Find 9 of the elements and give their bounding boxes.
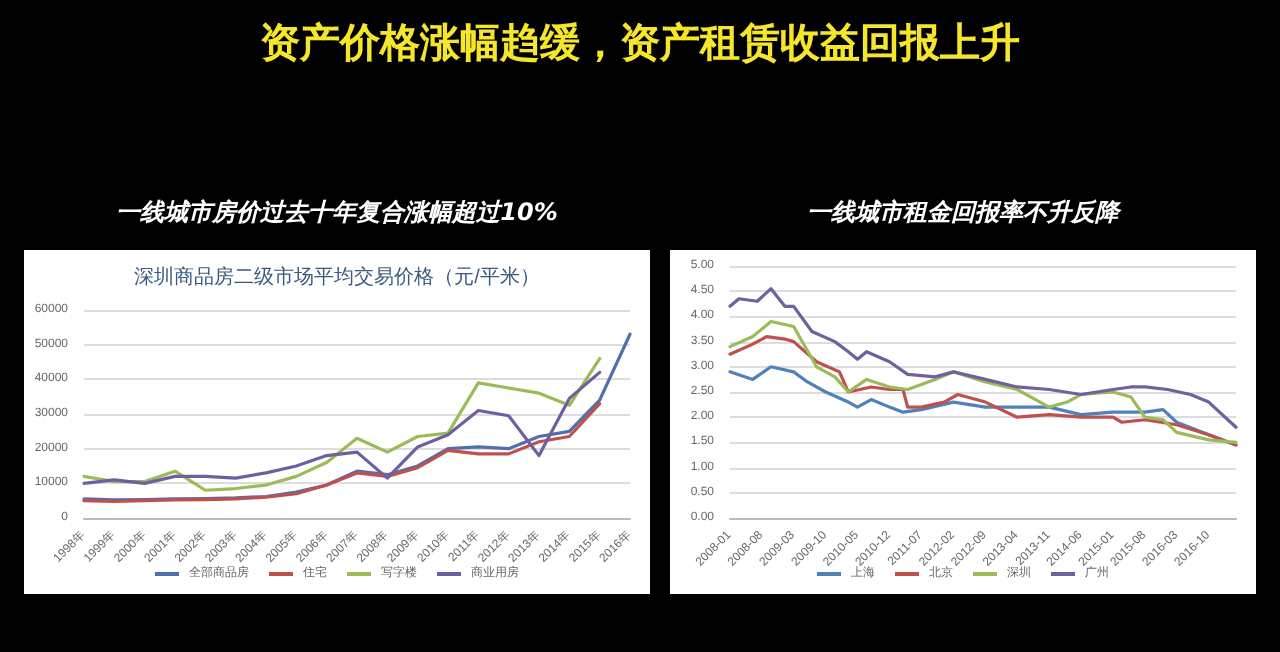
line-series <box>82 356 602 492</box>
text: 资产价格涨幅趋缓，资产租赁收益回报上升 <box>258 16 1022 70</box>
line-series <box>82 402 602 503</box>
chart-title: 一线城市房价过去十年复合涨幅超过10% <box>114 196 560 230</box>
chart-subtitle: 深圳商品房二级市场平均交易价格（元/平米） <box>134 265 540 289</box>
line-series <box>82 370 602 485</box>
line-series <box>728 287 1238 429</box>
line-series <box>82 332 632 502</box>
chart-title: 一线城市租金回报率不升反降 <box>805 196 1124 230</box>
